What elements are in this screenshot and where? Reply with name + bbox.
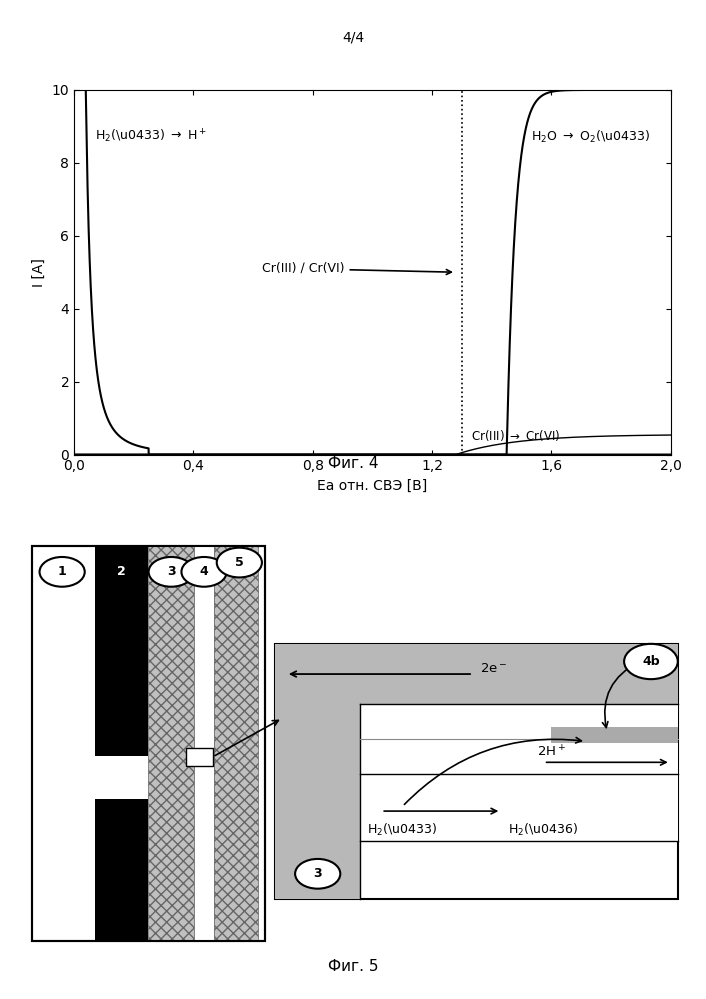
Bar <box>95 546 148 755</box>
Text: 3: 3 <box>313 867 322 880</box>
Bar <box>194 546 214 941</box>
Text: H$_2$(\u0433) $\rightarrow$ H$^+$: H$_2$(\u0433) $\rightarrow$ H$^+$ <box>95 128 207 146</box>
Text: H$_2$(\u0436): H$_2$(\u0436) <box>508 822 578 838</box>
Bar <box>32 546 265 941</box>
Bar <box>275 841 360 899</box>
Text: 4: 4 <box>200 565 208 578</box>
Text: 2H$^+$: 2H$^+$ <box>537 744 566 759</box>
Text: H$_2$O $\rightarrow$ O$_2$(\u0433): H$_2$O $\rightarrow$ O$_2$(\u0433) <box>530 129 650 145</box>
Circle shape <box>149 557 194 586</box>
Text: 3: 3 <box>167 565 176 578</box>
Text: 1: 1 <box>58 565 66 578</box>
Circle shape <box>100 557 145 586</box>
Bar <box>214 546 258 941</box>
Circle shape <box>40 557 85 586</box>
Text: 4/4: 4/4 <box>342 31 364 45</box>
Circle shape <box>217 547 262 577</box>
Text: H$_2$(\u0433): H$_2$(\u0433) <box>367 822 437 838</box>
Circle shape <box>295 859 340 889</box>
Bar <box>360 704 678 774</box>
Text: Фиг. 5: Фиг. 5 <box>328 959 378 974</box>
Bar <box>275 704 360 841</box>
Circle shape <box>181 557 227 586</box>
Bar <box>551 726 678 743</box>
Text: Cr(III) ∕ Cr(VI): Cr(III) ∕ Cr(VI) <box>262 262 451 276</box>
Bar <box>32 546 265 941</box>
X-axis label: Еа отн. СВЭ [В]: Еа отн. СВЭ [В] <box>317 479 428 493</box>
Bar <box>275 644 678 899</box>
Bar <box>360 774 678 841</box>
Text: 2e$^-$: 2e$^-$ <box>480 661 508 674</box>
Bar <box>275 644 678 704</box>
Y-axis label: I [A]: I [A] <box>32 258 46 287</box>
Circle shape <box>624 644 678 679</box>
Text: Cr(III) $\rightarrow$ Cr(VI): Cr(III) $\rightarrow$ Cr(VI) <box>471 428 560 443</box>
Text: 4b: 4b <box>642 655 659 668</box>
Bar <box>186 748 213 766</box>
Bar <box>148 546 194 941</box>
Text: 5: 5 <box>235 556 244 569</box>
Bar <box>95 799 148 941</box>
Text: 2: 2 <box>117 565 126 578</box>
Text: Фиг. 4: Фиг. 4 <box>328 456 378 471</box>
